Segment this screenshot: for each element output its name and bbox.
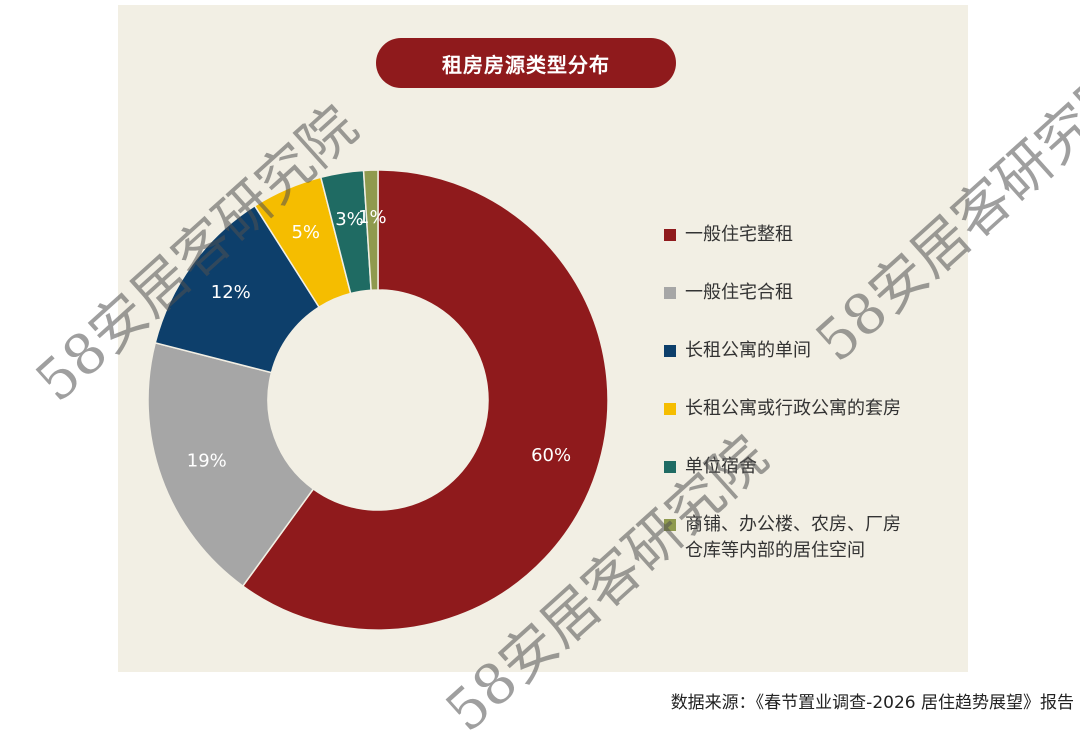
data-label: 60%	[531, 445, 571, 466]
data-label: 5%	[291, 222, 320, 243]
legend: 一般住宅整租 一般住宅合租 长租公寓的单间长租公寓或行政公寓的套房 单位宿舍商铺、办公…	[664, 222, 964, 570]
legend-label: 长租公寓或行政公寓的套房	[685, 398, 901, 419]
legend-label: 单位宿舍	[685, 456, 757, 477]
donut-slice	[362, 169, 379, 292]
legend-swatch	[664, 461, 676, 473]
legend-label: 长租公寓的单间	[685, 340, 811, 361]
data-label: 3%	[335, 209, 364, 230]
source-note: 数据来源：《春节置业调查-2026 居住趋势展望》报告	[670, 693, 1074, 713]
legend-item: 商铺、办公楼、农房、厂房仓库等内部的居住空间	[664, 512, 964, 570]
legend-item: 一般住宅整租	[664, 222, 964, 280]
data-label: 1%	[358, 207, 387, 228]
legend-swatch	[664, 229, 676, 241]
donut-slice	[241, 169, 609, 631]
page: {"chart_data": {"type": "pie", "title": …	[23, 5, 1080, 745]
legend-swatch	[664, 403, 676, 415]
legend-item: 单位宿舍	[664, 454, 964, 512]
legend-item: 一般住宅合租	[664, 280, 964, 338]
legend-label: 商铺、办公楼、农房、厂房仓库等内部的居住空间	[685, 514, 901, 561]
chart-title: 租房房源类型分布	[376, 38, 676, 88]
donut-slice	[147, 341, 315, 588]
legend-item: 长租公寓或行政公寓的套房	[664, 396, 964, 454]
legend-label: 一般住宅合租	[685, 282, 793, 303]
data-label: 19%	[187, 451, 227, 472]
legend-label: 一般住宅整租	[685, 224, 793, 245]
data-label: 12%	[211, 282, 251, 303]
legend-item: 长租公寓的单间	[664, 338, 964, 396]
legend-swatch	[664, 345, 676, 357]
legend-swatch	[664, 519, 676, 531]
chart: 60% 19% 12% 5% 3%1%	[147, 169, 609, 631]
legend-swatch	[664, 287, 676, 299]
